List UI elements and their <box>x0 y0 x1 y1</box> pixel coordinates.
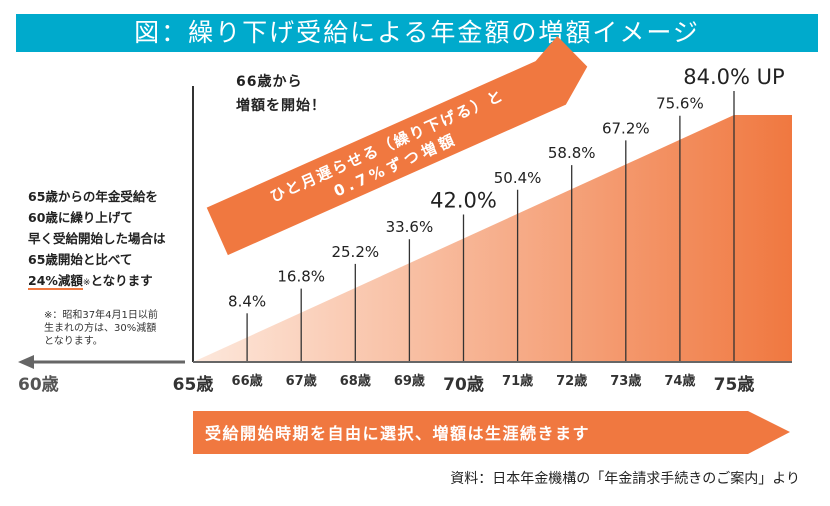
start-note-line: 66歳から <box>236 74 303 90</box>
title-banner: 図：繰り下げ受給による年金額の増額イメージ <box>16 14 818 52</box>
left-arrow-head <box>18 355 34 369</box>
data-label: 8.4% <box>228 292 266 310</box>
x-tick-label: 66歳 <box>232 373 263 389</box>
data-label: 58.8% <box>548 144 596 162</box>
footnote-mark: ※ <box>82 278 91 288</box>
left-age-label: 60歳 <box>18 374 59 395</box>
x-tick-label: 70歳 <box>443 374 484 395</box>
early-receipt-note: 65歳からの年金受給を 60歳に繰り上げて 早く受給開始した場合は 65歳開始と… <box>28 186 166 294</box>
x-tick-label: 73歳 <box>610 373 641 389</box>
note-tail: となります <box>90 273 153 288</box>
start-note: 66歳から 増額を開始！ <box>236 70 326 118</box>
reduction-emphasis: 24%減額 <box>28 273 83 290</box>
bottom-arrow-text: 受給開始時期を自由に選択、増額は生涯続きます <box>205 424 590 443</box>
increase-area <box>193 115 792 362</box>
data-label: 16.8% <box>277 268 325 286</box>
x-tick-label: 65歳 <box>173 374 214 395</box>
note-line: 65歳からの年金受給を <box>28 189 158 204</box>
x-tick-label: 74歳 <box>664 373 695 389</box>
data-label: 84.0% UP <box>683 65 784 89</box>
note-line: 65歳開始と比べて <box>28 252 133 267</box>
data-label: 33.6% <box>386 218 434 236</box>
source-note: 資料：日本年金機構の「年金請求手続きのご案内」より <box>450 471 800 487</box>
x-tick-label: 71歳 <box>502 373 533 389</box>
bottom-arrow <box>193 411 790 454</box>
note-line: 24%減額※となります <box>28 270 166 294</box>
data-label: 67.2% <box>602 119 650 137</box>
data-label: 42.0% <box>430 189 497 213</box>
x-tick-label: 75歳 <box>714 374 755 395</box>
data-label: 25.2% <box>331 243 379 261</box>
x-tick-label: 72歳 <box>556 373 587 389</box>
start-note-line: 増額を開始！ <box>236 98 326 114</box>
x-tick-label: 68歳 <box>340 373 371 389</box>
footnote: ※：昭和37年4月1日以前生まれの方は、30%減額となります。 <box>44 310 158 347</box>
data-label: 75.6% <box>656 95 704 113</box>
x-tick-label: 67歳 <box>286 373 317 389</box>
note-line: 早く受給開始した場合は <box>28 231 166 246</box>
note-line: 60歳に繰り上げて <box>28 210 133 225</box>
x-tick-label: 69歳 <box>394 373 425 389</box>
data-label: 50.4% <box>494 169 542 187</box>
